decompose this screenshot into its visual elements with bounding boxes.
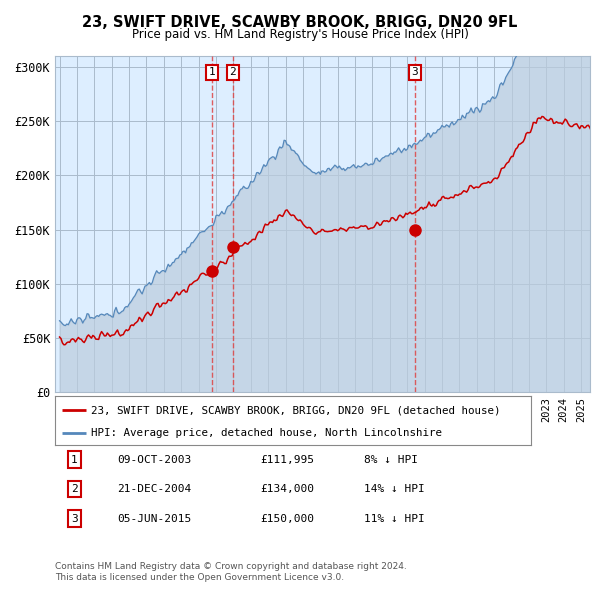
Text: 05-JUN-2015: 05-JUN-2015 [117, 514, 191, 523]
Text: HPI: Average price, detached house, North Lincolnshire: HPI: Average price, detached house, Nort… [91, 428, 442, 438]
Text: £111,995: £111,995 [260, 455, 314, 464]
Text: 1: 1 [71, 455, 77, 464]
Text: 8% ↓ HPI: 8% ↓ HPI [364, 455, 418, 464]
Text: 21-DEC-2004: 21-DEC-2004 [117, 484, 191, 494]
Text: 23, SWIFT DRIVE, SCAWBY BROOK, BRIGG, DN20 9FL: 23, SWIFT DRIVE, SCAWBY BROOK, BRIGG, DN… [82, 15, 518, 30]
Text: 1: 1 [209, 67, 215, 77]
Text: 2: 2 [230, 67, 236, 77]
Text: £134,000: £134,000 [260, 484, 314, 494]
Text: £150,000: £150,000 [260, 514, 314, 523]
Text: 14% ↓ HPI: 14% ↓ HPI [364, 484, 425, 494]
Text: 11% ↓ HPI: 11% ↓ HPI [364, 514, 425, 523]
Text: 09-OCT-2003: 09-OCT-2003 [117, 455, 191, 464]
Text: This data is licensed under the Open Government Licence v3.0.: This data is licensed under the Open Gov… [55, 573, 344, 582]
Text: Price paid vs. HM Land Registry's House Price Index (HPI): Price paid vs. HM Land Registry's House … [131, 28, 469, 41]
Text: 3: 3 [71, 514, 77, 523]
Text: Contains HM Land Registry data © Crown copyright and database right 2024.: Contains HM Land Registry data © Crown c… [55, 562, 407, 571]
Text: 2: 2 [71, 484, 77, 494]
Text: 3: 3 [412, 67, 418, 77]
Text: 23, SWIFT DRIVE, SCAWBY BROOK, BRIGG, DN20 9FL (detached house): 23, SWIFT DRIVE, SCAWBY BROOK, BRIGG, DN… [91, 405, 500, 415]
